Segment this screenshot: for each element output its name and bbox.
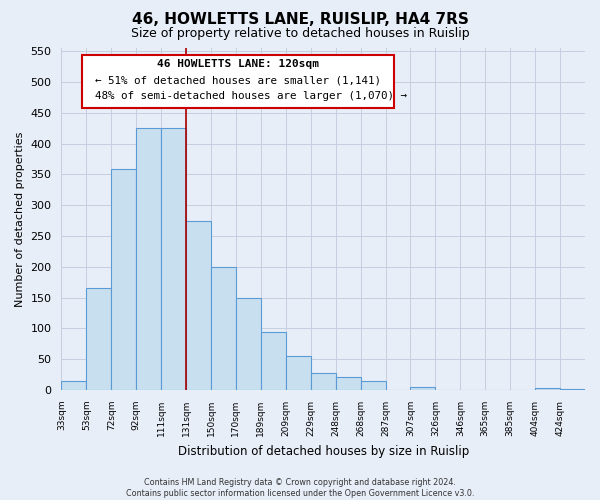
- Text: 46, HOWLETTS LANE, RUISLIP, HA4 7RS: 46, HOWLETTS LANE, RUISLIP, HA4 7RS: [131, 12, 469, 28]
- Y-axis label: Number of detached properties: Number of detached properties: [15, 132, 25, 306]
- Bar: [286, 356, 311, 390]
- Text: 48% of semi-detached houses are larger (1,070) →: 48% of semi-detached houses are larger (…: [95, 91, 407, 101]
- Text: Contains HM Land Registry data © Crown copyright and database right 2024.
Contai: Contains HM Land Registry data © Crown c…: [126, 478, 474, 498]
- Bar: [186, 220, 211, 390]
- Bar: [61, 381, 86, 390]
- Bar: [236, 298, 261, 390]
- Bar: [361, 382, 386, 390]
- Bar: [410, 387, 436, 390]
- Bar: [161, 128, 186, 390]
- Text: ← 51% of detached houses are smaller (1,141): ← 51% of detached houses are smaller (1,…: [95, 76, 382, 86]
- Bar: [111, 170, 136, 390]
- Bar: [211, 267, 236, 390]
- Bar: [335, 376, 361, 390]
- Text: Size of property relative to detached houses in Ruislip: Size of property relative to detached ho…: [131, 28, 469, 40]
- Bar: [261, 332, 286, 390]
- Bar: [136, 128, 161, 390]
- Bar: [86, 288, 111, 390]
- Bar: [560, 389, 585, 390]
- Text: 46 HOWLETTS LANE: 120sqm: 46 HOWLETTS LANE: 120sqm: [157, 59, 319, 69]
- Bar: [311, 374, 335, 390]
- FancyBboxPatch shape: [82, 55, 394, 108]
- Bar: [535, 388, 560, 390]
- X-axis label: Distribution of detached houses by size in Ruislip: Distribution of detached houses by size …: [178, 444, 469, 458]
